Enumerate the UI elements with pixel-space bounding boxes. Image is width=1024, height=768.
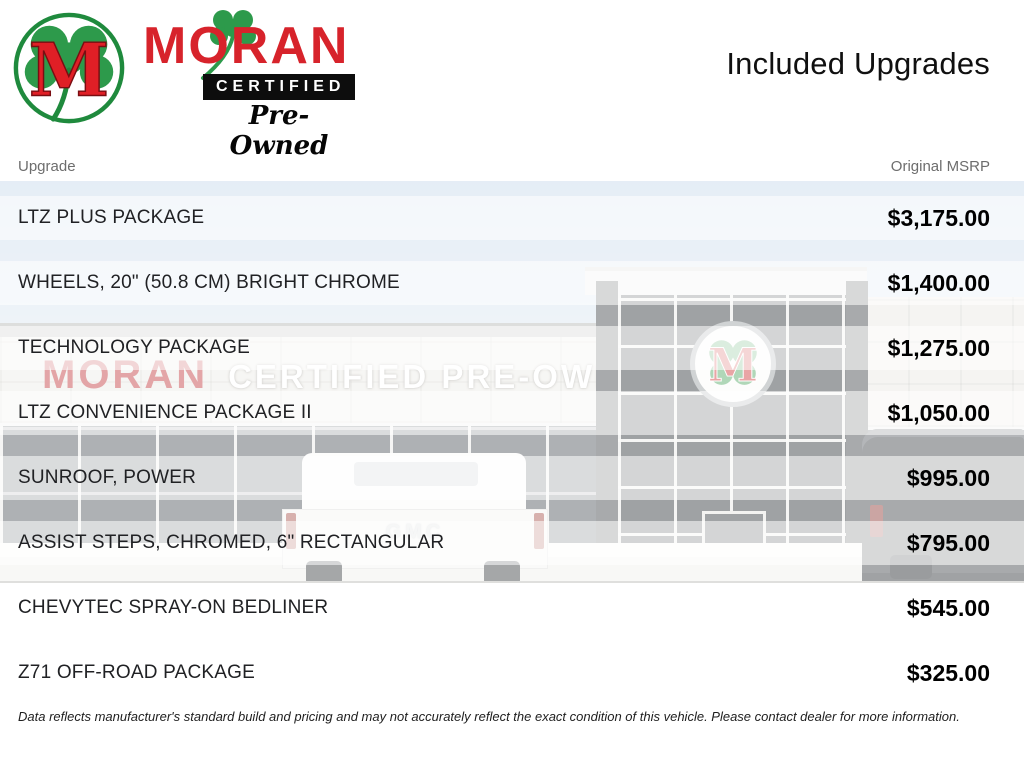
upgrade-msrp: $1,275.00	[887, 334, 990, 361]
page-title: Included Upgrades	[726, 46, 990, 81]
upgrade-column-header: Upgrade	[18, 158, 76, 175]
table-row: Z71 OFF-ROAD PACKAGE $325.00	[0, 651, 1024, 695]
table-row: SUNROOF, POWER $995.00	[0, 456, 1024, 500]
upgrade-name: CHEVYTEC SPRAY-ON BEDLINER	[18, 597, 329, 618]
upgrade-msrp: $545.00	[906, 594, 990, 621]
wordmark-shamrock-icon	[199, 6, 259, 89]
msrp-column-header: Original MSRP	[890, 158, 990, 175]
disclaimer-text: Data reflects manufacturer's standard bu…	[18, 709, 960, 724]
table-column-headers: Upgrade Original MSRP	[0, 158, 1024, 175]
table-row: LTZ CONVENIENCE PACKAGE II $1,050.00	[0, 391, 1024, 435]
upgrade-name: TECHNOLOGY PACKAGE	[18, 337, 251, 358]
table-row: WHEELS, 20" (50.8 CM) BRIGHT CHROME $1,4…	[0, 261, 1024, 305]
upgrade-msrp: $795.00	[906, 529, 990, 556]
pickup-wheel-left	[306, 561, 342, 581]
upgrade-name: WHEELS, 20" (50.8 CM) BRIGHT CHROME	[18, 272, 400, 293]
upgrade-msrp: $995.00	[906, 464, 990, 491]
table-row: TECHNOLOGY PACKAGE $1,275.00	[0, 326, 1024, 370]
svg-text:M: M	[29, 29, 110, 114]
upgrade-name: LTZ PLUS PACKAGE	[18, 207, 205, 228]
table-row: LTZ PLUS PACKAGE $3,175.00	[0, 196, 1024, 240]
upgrade-msrp: $325.00	[906, 659, 990, 686]
preowned-script: Pre-Owned	[229, 101, 329, 161]
upgrade-msrp: $3,175.00	[887, 204, 990, 231]
logo-wordmark: MORAN CERTIFIED Pre-Owned	[143, 10, 358, 161]
upgrade-name: SUNROOF, POWER	[18, 467, 197, 488]
dealership-photo: MORAN CERTIFIED PRE-OWNED M GMC	[0, 181, 1024, 583]
pickup-wheel-right	[484, 561, 520, 581]
upgrade-name: ASSIST STEPS, CHROMED, 6" RECTANGULAR	[18, 532, 445, 553]
upgrades-table: LTZ PLUS PACKAGE $3,175.00 WHEELS, 20" (…	[0, 196, 1024, 716]
table-row: CHEVYTEC SPRAY-ON BEDLINER $545.00	[0, 586, 1024, 630]
upgrade-name: LTZ CONVENIENCE PACKAGE II	[18, 402, 312, 423]
certified-banner: CERTIFIED	[203, 74, 356, 100]
photo-sky	[0, 181, 1024, 581]
dealer-logo: M MORAN CERTIFIED Pre-Owned	[10, 6, 358, 161]
upgrade-msrp: $1,400.00	[887, 269, 990, 296]
table-row: ASSIST STEPS, CHROMED, 6" RECTANGULAR $7…	[0, 521, 1024, 565]
upgrade-msrp: $1,050.00	[887, 399, 990, 426]
shamrock-monogram-icon: M	[10, 8, 128, 133]
brand-name: MORAN	[143, 17, 350, 75]
upgrade-name: Z71 OFF-ROAD PACKAGE	[18, 662, 255, 683]
